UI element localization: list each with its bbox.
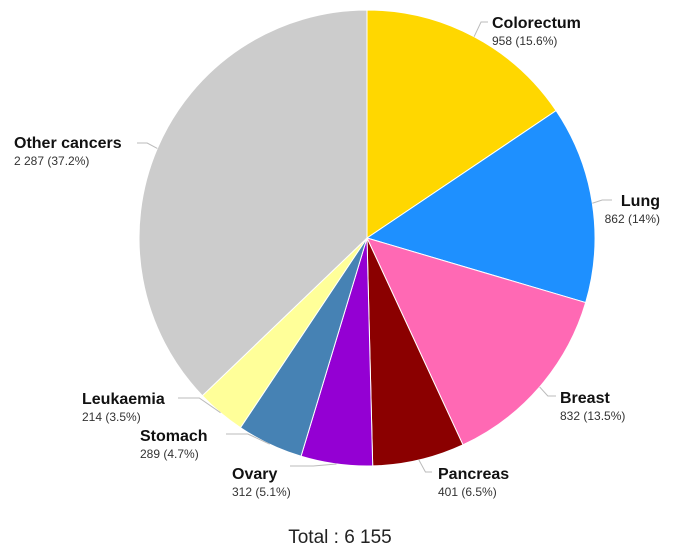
slice-value-lung: 862 (14%) [605, 212, 660, 226]
connector-breast [539, 386, 556, 397]
slice-label-lung: Lung [621, 193, 660, 210]
connector-stomach [226, 433, 270, 445]
slice-value-colorectum: 958 (15.6%) [492, 34, 557, 48]
slice-label-other-cancers: Other cancers [14, 135, 122, 152]
slice-value-other-cancers: 2 287 (37.2%) [14, 154, 89, 168]
slice-label-leukaemia: Leukaemia [82, 391, 165, 408]
slice-label-ovary: Ovary [232, 466, 277, 483]
slice-value-leukaemia: 214 (3.5%) [82, 410, 141, 424]
slice-label-pancreas: Pancreas [438, 466, 509, 483]
slice-label-stomach: Stomach [140, 428, 208, 445]
slice-value-stomach: 289 (4.7%) [140, 447, 199, 461]
connector-other-cancers [137, 142, 158, 149]
chart-total: Total : 6 155 [288, 527, 392, 548]
connector-pancreas [418, 459, 432, 473]
pie-slice-other-cancers [138, 9, 368, 397]
slice-value-ovary: 312 (5.1%) [232, 485, 291, 499]
connector-leukaemia [178, 397, 221, 414]
connector-colorectum [473, 21, 488, 37]
pie-chart: Colorectum 958 (15.6%) Lung 862 (14%) Breast… [14, 9, 660, 499]
slice-labels: Colorectum 958 (15.6%) Lung 862 (14%) Breast… [14, 15, 660, 499]
slice-label-breast: Breast [560, 390, 610, 407]
slice-value-breast: 832 (13.5%) [560, 409, 625, 423]
label-connectors [137, 21, 612, 473]
connector-lung [592, 199, 612, 204]
pie-slices [138, 9, 596, 467]
slice-label-colorectum: Colorectum [492, 15, 581, 32]
slice-value-pancreas: 401 (6.5%) [438, 485, 497, 499]
connector-ovary [290, 463, 337, 467]
